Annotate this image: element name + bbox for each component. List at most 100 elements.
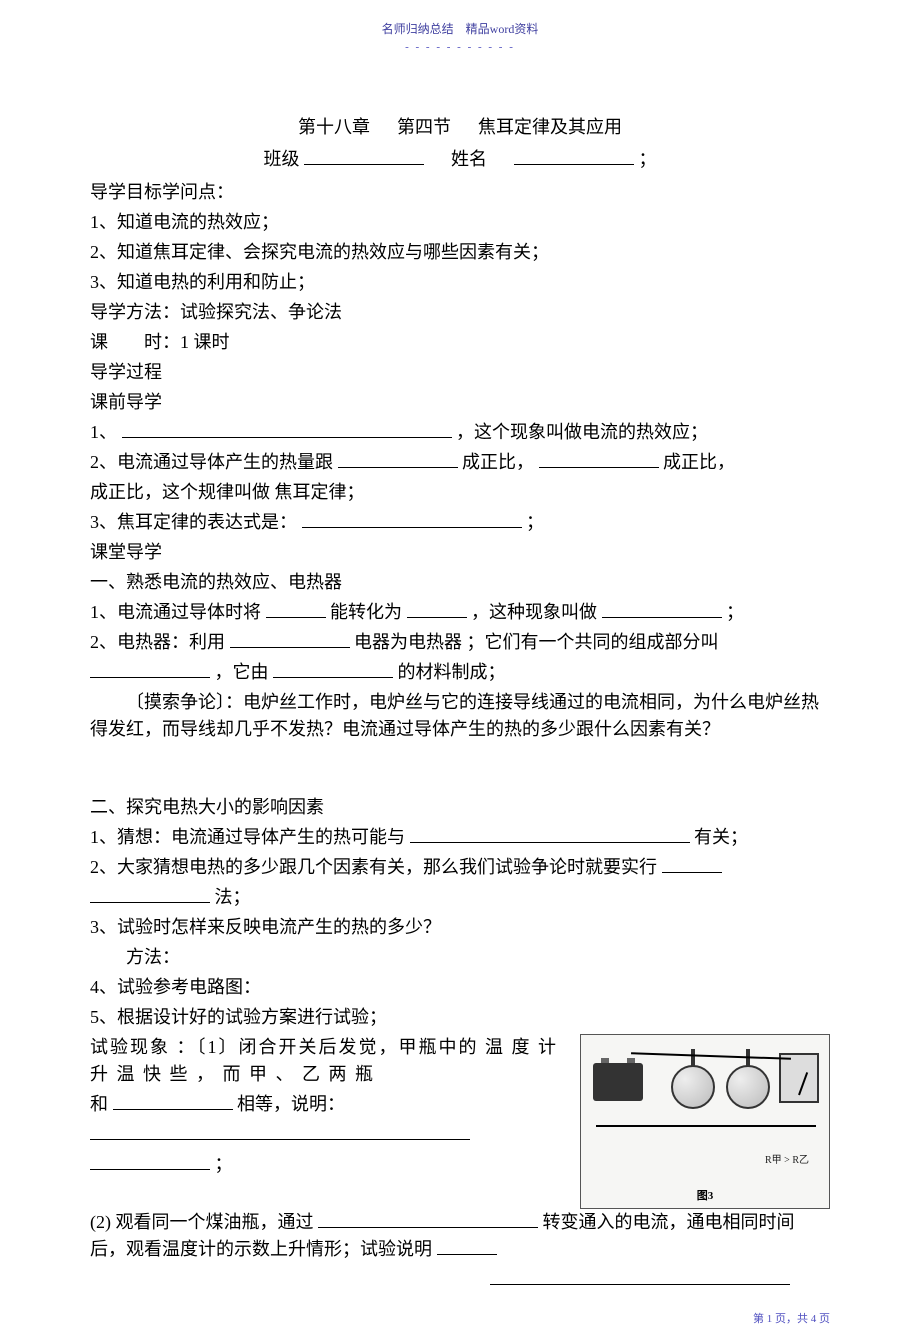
sec2-l1b: 有关； — [694, 827, 748, 847]
exp1-c-row1 — [90, 1121, 572, 1148]
exp2-tail — [90, 1266, 830, 1293]
sec1-l2-blank1[interactable] — [230, 630, 350, 648]
exp1-a: 试验现象 ：〔1〕闭合开关后发觉，甲瓶中的 温 度 计 升 温 快 些 ， 而 … — [90, 1034, 572, 1088]
goal-3: 3、知道电热的利用和防止； — [90, 269, 830, 296]
ammeter-icon — [779, 1053, 819, 1103]
name-input-blank[interactable] — [514, 147, 634, 165]
flask-a-icon — [671, 1065, 715, 1109]
sec1-l2b: 电器为电热器 ；它们有一个共同的组成部分叫 — [354, 632, 719, 652]
circuit-diagram: R甲 > R乙 图3 — [580, 1034, 830, 1209]
exp2-a: (2) 观看同一个煤油瓶，通过 — [90, 1212, 314, 1232]
pre1-blank[interactable] — [122, 420, 452, 438]
exp2-blank2[interactable] — [437, 1237, 497, 1255]
sec2-l4: 4、试验参考电路图： — [90, 974, 830, 1001]
sec2-l2a: 2、大家猜想电热的多少跟几个因素有关，那么我们试验争论时就要实行 — [90, 857, 657, 877]
lesson-label: 课 时： — [90, 332, 180, 352]
pre2-blank2[interactable] — [539, 450, 659, 468]
lesson-value: 1 课时 — [180, 332, 230, 352]
section-label: 第四节 — [397, 117, 451, 137]
pre3-a: 3、焦耳定律的表达式是： — [90, 512, 297, 532]
sec2-l2-blank[interactable] — [662, 855, 722, 873]
sec1-l1-blank1[interactable] — [266, 600, 326, 618]
sec2-heading: 二、探究电热大小的影响因素 — [90, 794, 830, 821]
sec1-l2d: 的材料制成； — [398, 662, 506, 682]
exp1-long-blank1[interactable] — [90, 1122, 470, 1140]
battery-icon — [593, 1063, 643, 1101]
page: 名师归纳总结 精品word资料 - - - - - - - - - - - 第十… — [0, 0, 920, 1336]
sec2-l2b-text: 法； — [215, 887, 251, 907]
experiment-text-block: 试验现象 ：〔1〕闭合开关后发觉，甲瓶中的 温 度 计 升 温 快 些 ， 而 … — [90, 1034, 572, 1181]
pre2-d: 成正比，这个规律叫做 焦耳定律； — [90, 482, 365, 502]
pre1-num: 1、 — [90, 422, 117, 442]
exp2: (2) 观看同一个煤油瓶，通过 转变通入的电流，通电相同时间后，观看温度计的示数… — [90, 1209, 830, 1263]
exp2-tail-blank[interactable] — [490, 1267, 790, 1285]
sec1-heading: 一、熟悉电流的热效应、电热器 — [90, 569, 830, 596]
wire-bottom — [596, 1125, 816, 1127]
sec1-l2b: ，它由 的材料制成； — [90, 659, 830, 686]
sec2-l1a: 1、猜想：电流通过导体产生的热可能与 — [90, 827, 405, 847]
exp1-c-semi: ； — [215, 1154, 233, 1174]
sec1-l1: 1、电流通过导体时将 能转化为 ，这种现象叫做 ； — [90, 599, 830, 626]
in-class-heading: 课堂导学 — [90, 539, 830, 566]
pre-2b: 成正比，这个规律叫做 焦耳定律； — [90, 479, 830, 506]
sec1-l1-blank3[interactable] — [602, 600, 722, 618]
method-value: 试验探究法、争论法 — [180, 302, 342, 322]
pre3-b: ； — [526, 512, 544, 532]
sec1-l2: 2、电热器：利用 电器为电热器 ；它们有一个共同的组成部分叫 — [90, 629, 830, 656]
sec2-l1: 1、猜想：电流通过导体产生的热可能与 有关； — [90, 824, 830, 851]
pre-2: 2、电流通过导体产生的热量跟 成正比， 成正比， — [90, 449, 830, 476]
sec1-l1a: 1、电流通过导体时将 — [90, 602, 261, 622]
sec1-l1-blank2[interactable] — [407, 600, 467, 618]
goals-heading: 导学目标学问点： — [90, 179, 830, 206]
semicolon: ； — [639, 149, 657, 169]
pre3-blank[interactable] — [302, 510, 522, 528]
pre-class-heading: 课前导学 — [90, 389, 830, 416]
sec1-l2-blank3[interactable] — [273, 660, 393, 678]
exp1-long-blank2[interactable] — [90, 1152, 210, 1170]
sec2-l5: 5、根据设计好的试验方案进行试验； — [90, 1004, 830, 1031]
sec2-l2b: 法； — [90, 884, 830, 911]
sec2-l2b-blank[interactable] — [90, 885, 210, 903]
process-heading: 导学过程 — [90, 359, 830, 386]
resistor-label: R甲 > R乙 — [765, 1153, 809, 1168]
sec1-l2c: ，它由 — [215, 662, 269, 682]
sec2-l2: 2、大家猜想电热的多少跟几个因素有关，那么我们试验争论时就要实行 — [90, 854, 830, 881]
method-label: 导学方法： — [90, 302, 180, 322]
diagram-caption: 图3 — [697, 1188, 714, 1205]
exp1b-blank[interactable] — [113, 1092, 233, 1110]
spacer — [90, 746, 830, 794]
page-title: 第十八章 第四节 焦耳定律及其应用 — [90, 113, 830, 139]
pre2-blank1[interactable] — [338, 450, 458, 468]
sec1-l1d: ； — [726, 602, 744, 622]
header-note: 名师归纳总结 精品word资料 — [90, 20, 830, 37]
pre2-a: 2、电流通过导体产生的热量跟 — [90, 452, 333, 472]
name-label: 姓名 — [451, 149, 487, 169]
class-input-blank[interactable] — [304, 147, 424, 165]
sec1-l1c: ，这种现象叫做 — [471, 602, 597, 622]
sec1-l1b: 能转化为 — [330, 602, 402, 622]
lesson-line: 课 时：1 课时 — [90, 329, 830, 356]
goal-2: 2、知道焦耳定律、会探究电流的热效应与哪些因素有关； — [90, 239, 830, 266]
method-line: 导学方法：试验探究法、争论法 — [90, 299, 830, 326]
sec1-l2-blank2[interactable] — [90, 660, 210, 678]
goal-1: 1、知道电流的热效应； — [90, 209, 830, 236]
page-footer: 第 1 页，共 4 页 — [753, 1310, 830, 1326]
experiment-row: 试验现象 ：〔1〕闭合开关后发觉，甲瓶中的 温 度 计 升 温 快 些 ， 而 … — [90, 1034, 830, 1209]
sec1-l2a: 2、电热器：利用 — [90, 632, 225, 652]
chapter-label: 第十八章 — [298, 117, 370, 137]
wire-top — [631, 1052, 791, 1060]
content: 导学目标学问点： 1、知道电流的热效应； 2、知道焦耳定律、会探究电流的热效应与… — [90, 179, 830, 1293]
exp1-b: 和 相等，说明： — [90, 1091, 572, 1118]
sec2-l3-method: 方法： — [90, 944, 830, 971]
pre-1: 1、 ，这个现象叫做电流的热效应； — [90, 419, 830, 446]
pre2-b: 成正比， — [462, 452, 534, 472]
exp1b-b: 相等，说明： — [237, 1094, 345, 1114]
pre1-text: ，这个现象叫做电流的热效应； — [456, 422, 708, 442]
flask-b-icon — [726, 1065, 770, 1109]
exp2-blank1[interactable] — [318, 1210, 538, 1228]
pre-3: 3、焦耳定律的表达式是： ； — [90, 509, 830, 536]
sec2-l1-blank[interactable] — [410, 825, 690, 843]
header-dash: - - - - - - - - - - - — [90, 41, 830, 53]
exp1b-a: 和 — [90, 1094, 108, 1114]
class-name-line: 班级 姓名 ； — [90, 145, 830, 171]
